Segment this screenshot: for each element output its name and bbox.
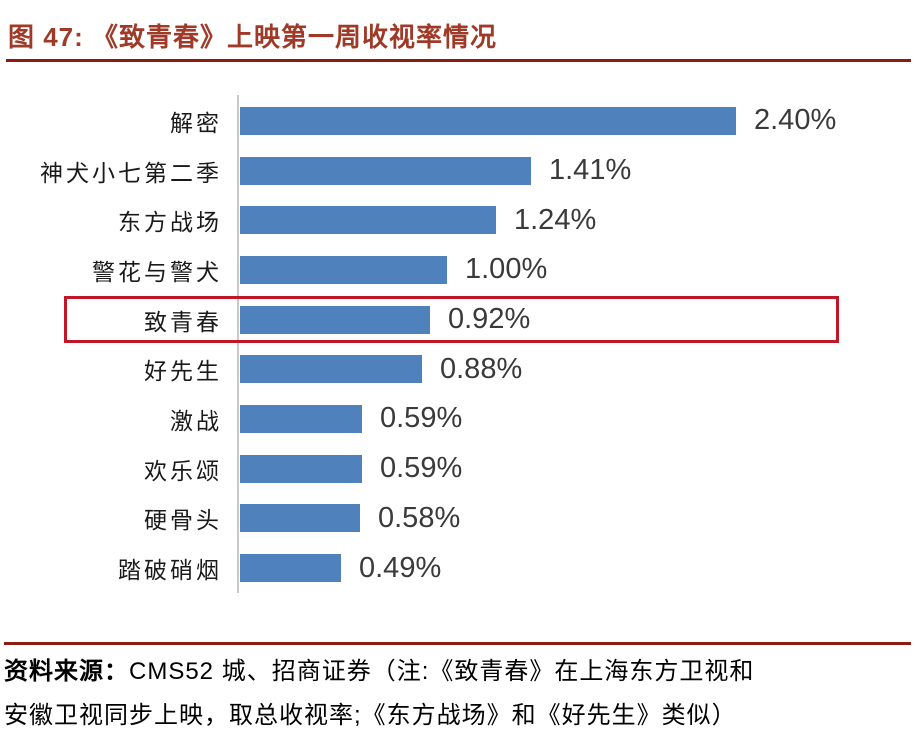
bar-track: 0.49% [240, 543, 916, 593]
category-label: 好先生 [144, 358, 222, 385]
bar-track: 0.88% [240, 344, 916, 394]
value-label: 1.24% [514, 203, 597, 236]
category-label: 激战 [170, 407, 222, 434]
value-label: 1.00% [465, 253, 548, 286]
category-label: 解密 [170, 109, 222, 136]
chart-row: 神犬小七第二季 1.41% [0, 146, 916, 196]
source-note: 资料来源：CMS52 城、招商证券（注:《致青春》在上海东方卫视和 安徽卫视同步… [4, 642, 911, 738]
bar-track: 0.59% [240, 444, 916, 494]
bar [240, 206, 496, 235]
chart-row: 东方战场 1.24% [0, 195, 916, 245]
category-label: 踏破硝烟 [118, 557, 222, 584]
bar [240, 404, 362, 433]
bar [240, 255, 447, 284]
category-label: 东方战场 [118, 209, 222, 236]
bar-track: 2.40% [240, 96, 916, 146]
bar-track: 1.41% [240, 146, 916, 196]
source-line2: 安徽卫视同步上映，取总收视率;《东方战场》和《好先生》类似） [4, 702, 737, 729]
chart-row: 硬骨头 0.58% [0, 494, 916, 544]
category-label: 警花与警犬 [92, 258, 222, 285]
bar [240, 355, 422, 384]
bar [240, 305, 430, 334]
bar-track: 0.58% [240, 494, 916, 544]
bar-track: 0.59% [240, 394, 916, 444]
bar-chart: 解密 2.40% 神犬小七第二季 1.41% 东方战场 1.24% 警花与警犬 … [0, 88, 916, 600]
chart-row: 欢乐颂 0.59% [0, 444, 916, 494]
y-axis-line [237, 95, 239, 593]
figure-header: 图 47: 《致青春》上映第一周收视率情况 [6, 0, 911, 62]
value-label: 2.40% [754, 104, 837, 137]
category-label: 神犬小七第二季 [40, 159, 222, 186]
value-label: 1.41% [549, 154, 632, 187]
chart-row: 致青春 0.92% [0, 295, 916, 345]
chart-row: 解密 2.40% [0, 96, 916, 146]
value-label: 0.59% [380, 452, 463, 485]
value-label: 0.49% [359, 551, 442, 584]
bar [240, 504, 360, 533]
chart-row: 激战 0.59% [0, 394, 916, 444]
bar-track: 1.24% [240, 195, 916, 245]
chart-row: 踏破硝烟 0.49% [0, 543, 916, 593]
value-label: 0.92% [448, 303, 531, 336]
source-label: 资料来源： [4, 658, 129, 685]
value-label: 0.88% [440, 352, 523, 385]
bar [240, 106, 736, 135]
bar [240, 454, 362, 483]
chart-rows: 解密 2.40% 神犬小七第二季 1.41% 东方战场 1.24% 警花与警犬 … [0, 88, 916, 593]
bar-track: 1.00% [240, 245, 916, 295]
category-label: 硬骨头 [144, 507, 222, 534]
source-line1: CMS52 城、招商证券（注:《致青春》在上海东方卫视和 [129, 658, 755, 685]
chart-row: 警花与警犬 1.00% [0, 245, 916, 295]
chart-row: 好先生 0.88% [0, 344, 916, 394]
bar-track: 0.92% [240, 295, 916, 345]
category-label: 欢乐颂 [144, 457, 222, 484]
bar [240, 156, 531, 185]
figure-title: 图 47: 《致青春》上映第一周收视率情况 [8, 22, 498, 52]
bar [240, 554, 341, 583]
value-label: 0.58% [378, 501, 461, 534]
value-label: 0.59% [380, 402, 463, 435]
category-label: 致青春 [144, 308, 222, 335]
